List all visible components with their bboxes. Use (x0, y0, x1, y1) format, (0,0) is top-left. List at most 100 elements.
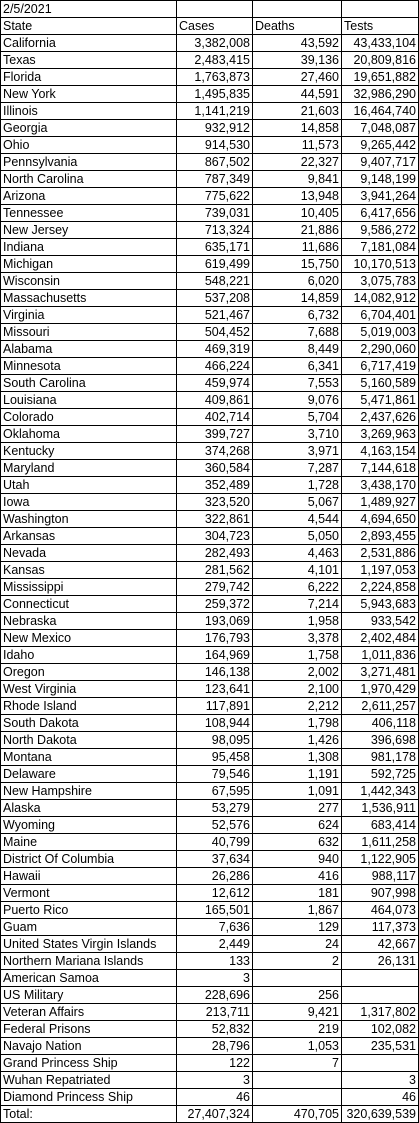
deaths-cell[interactable]: 632 (252, 833, 342, 851)
cases-cell[interactable]: 79,546 (176, 765, 253, 783)
cases-cell[interactable]: 399,727 (176, 425, 253, 443)
state-cell[interactable]: Alaska (0, 799, 177, 817)
deaths-cell[interactable]: 8,449 (252, 340, 342, 358)
deaths-cell[interactable]: 2,212 (252, 697, 342, 715)
cases-cell[interactable]: 3,382,008 (176, 34, 253, 52)
tests-cell[interactable]: 46 (341, 1088, 419, 1106)
empty-cell[interactable] (176, 0, 253, 18)
state-cell[interactable]: Puerto Rico (0, 901, 177, 919)
cases-cell[interactable]: 619,499 (176, 255, 253, 273)
deaths-cell[interactable]: 21,603 (252, 102, 342, 120)
cases-cell[interactable]: 176,793 (176, 629, 253, 647)
state-cell[interactable]: Grand Princess Ship (0, 1054, 177, 1072)
state-cell[interactable]: Texas (0, 51, 177, 69)
deaths-cell[interactable] (252, 1088, 342, 1106)
state-cell[interactable]: Minnesota (0, 357, 177, 375)
empty-cell[interactable] (341, 0, 419, 18)
cases-cell[interactable]: 7,636 (176, 918, 253, 936)
deaths-cell[interactable]: 10,405 (252, 204, 342, 222)
tests-cell[interactable]: 6,717,419 (341, 357, 419, 375)
total-cases-cell[interactable]: 27,407,324 (176, 1105, 253, 1123)
cases-cell[interactable]: 402,714 (176, 408, 253, 426)
state-cell[interactable]: New Mexico (0, 629, 177, 647)
cases-cell[interactable]: 123,641 (176, 680, 253, 698)
tests-cell[interactable]: 20,809,816 (341, 51, 419, 69)
tests-cell[interactable]: 464,073 (341, 901, 419, 919)
tests-cell[interactable]: 19,651,882 (341, 68, 419, 86)
cases-cell[interactable]: 521,467 (176, 306, 253, 324)
cases-cell[interactable]: 146,138 (176, 663, 253, 681)
deaths-cell[interactable]: 5,704 (252, 408, 342, 426)
state-cell[interactable]: West Virginia (0, 680, 177, 698)
deaths-cell[interactable]: 21,886 (252, 221, 342, 239)
deaths-cell[interactable]: 9,076 (252, 391, 342, 409)
state-cell[interactable]: Wyoming (0, 816, 177, 834)
cases-cell[interactable]: 914,530 (176, 136, 253, 154)
state-cell[interactable]: North Carolina (0, 170, 177, 188)
state-cell[interactable]: Veteran Affairs (0, 1003, 177, 1021)
state-cell[interactable]: Oregon (0, 663, 177, 681)
tests-cell[interactable]: 933,542 (341, 612, 419, 630)
cases-cell[interactable]: 635,171 (176, 238, 253, 256)
state-cell[interactable]: New York (0, 85, 177, 103)
state-cell[interactable]: Georgia (0, 119, 177, 137)
deaths-cell[interactable]: 14,859 (252, 289, 342, 307)
state-cell[interactable]: Michigan (0, 255, 177, 273)
tests-cell[interactable]: 5,943,683 (341, 595, 419, 613)
tests-cell[interactable]: 2,402,484 (341, 629, 419, 647)
state-cell[interactable]: Pennsylvania (0, 153, 177, 171)
tests-cell[interactable]: 6,704,401 (341, 306, 419, 324)
deaths-cell[interactable]: 1,867 (252, 901, 342, 919)
state-cell[interactable]: Oklahoma (0, 425, 177, 443)
deaths-cell[interactable]: 181 (252, 884, 342, 902)
tests-cell[interactable]: 3,271,481 (341, 663, 419, 681)
tests-cell[interactable]: 3,941,264 (341, 187, 419, 205)
state-cell[interactable]: Idaho (0, 646, 177, 664)
tests-cell[interactable]: 1,442,343 (341, 782, 419, 800)
state-cell[interactable]: North Dakota (0, 731, 177, 749)
cases-cell[interactable]: 117,891 (176, 697, 253, 715)
cases-cell[interactable]: 108,944 (176, 714, 253, 732)
deaths-cell[interactable]: 219 (252, 1020, 342, 1038)
tests-cell[interactable]: 3,438,170 (341, 476, 419, 494)
state-cell[interactable]: Colorado (0, 408, 177, 426)
cases-cell[interactable]: 932,912 (176, 119, 253, 137)
total-tests-cell[interactable]: 320,639,539 (341, 1105, 419, 1123)
tests-cell[interactable]: 1,536,911 (341, 799, 419, 817)
cases-cell[interactable]: 323,520 (176, 493, 253, 511)
state-cell[interactable]: New Hampshire (0, 782, 177, 800)
cases-cell[interactable]: 304,723 (176, 527, 253, 545)
cases-cell[interactable]: 787,349 (176, 170, 253, 188)
tests-cell[interactable]: 2,531,886 (341, 544, 419, 562)
deaths-cell[interactable]: 1,053 (252, 1037, 342, 1055)
deaths-cell[interactable]: 7,287 (252, 459, 342, 477)
tests-cell[interactable]: 2,224,858 (341, 578, 419, 596)
deaths-cell[interactable]: 1,191 (252, 765, 342, 783)
cases-cell[interactable]: 12,612 (176, 884, 253, 902)
cases-cell[interactable]: 459,974 (176, 374, 253, 392)
deaths-cell[interactable]: 24 (252, 935, 342, 953)
header-cases[interactable]: Cases (176, 17, 253, 35)
state-cell[interactable]: Montana (0, 748, 177, 766)
tests-cell[interactable]: 4,694,650 (341, 510, 419, 528)
cases-cell[interactable]: 409,861 (176, 391, 253, 409)
cases-cell[interactable]: 122 (176, 1054, 253, 1072)
cases-cell[interactable]: 469,319 (176, 340, 253, 358)
deaths-cell[interactable]: 7,553 (252, 374, 342, 392)
state-cell[interactable]: Guam (0, 918, 177, 936)
deaths-cell[interactable]: 1,308 (252, 748, 342, 766)
deaths-cell[interactable] (252, 1071, 342, 1089)
state-cell[interactable]: Northern Mariana Islands (0, 952, 177, 970)
cases-cell[interactable]: 867,502 (176, 153, 253, 171)
state-cell[interactable]: Washington (0, 510, 177, 528)
deaths-cell[interactable]: 9,421 (252, 1003, 342, 1021)
deaths-cell[interactable]: 2 (252, 952, 342, 970)
cases-cell[interactable]: 28,796 (176, 1037, 253, 1055)
state-cell[interactable]: Wuhan Repatriated (0, 1071, 177, 1089)
tests-cell[interactable]: 1,489,927 (341, 493, 419, 511)
state-cell[interactable]: Delaware (0, 765, 177, 783)
deaths-cell[interactable]: 22,327 (252, 153, 342, 171)
deaths-cell[interactable]: 6,020 (252, 272, 342, 290)
deaths-cell[interactable]: 940 (252, 850, 342, 868)
deaths-cell[interactable]: 277 (252, 799, 342, 817)
